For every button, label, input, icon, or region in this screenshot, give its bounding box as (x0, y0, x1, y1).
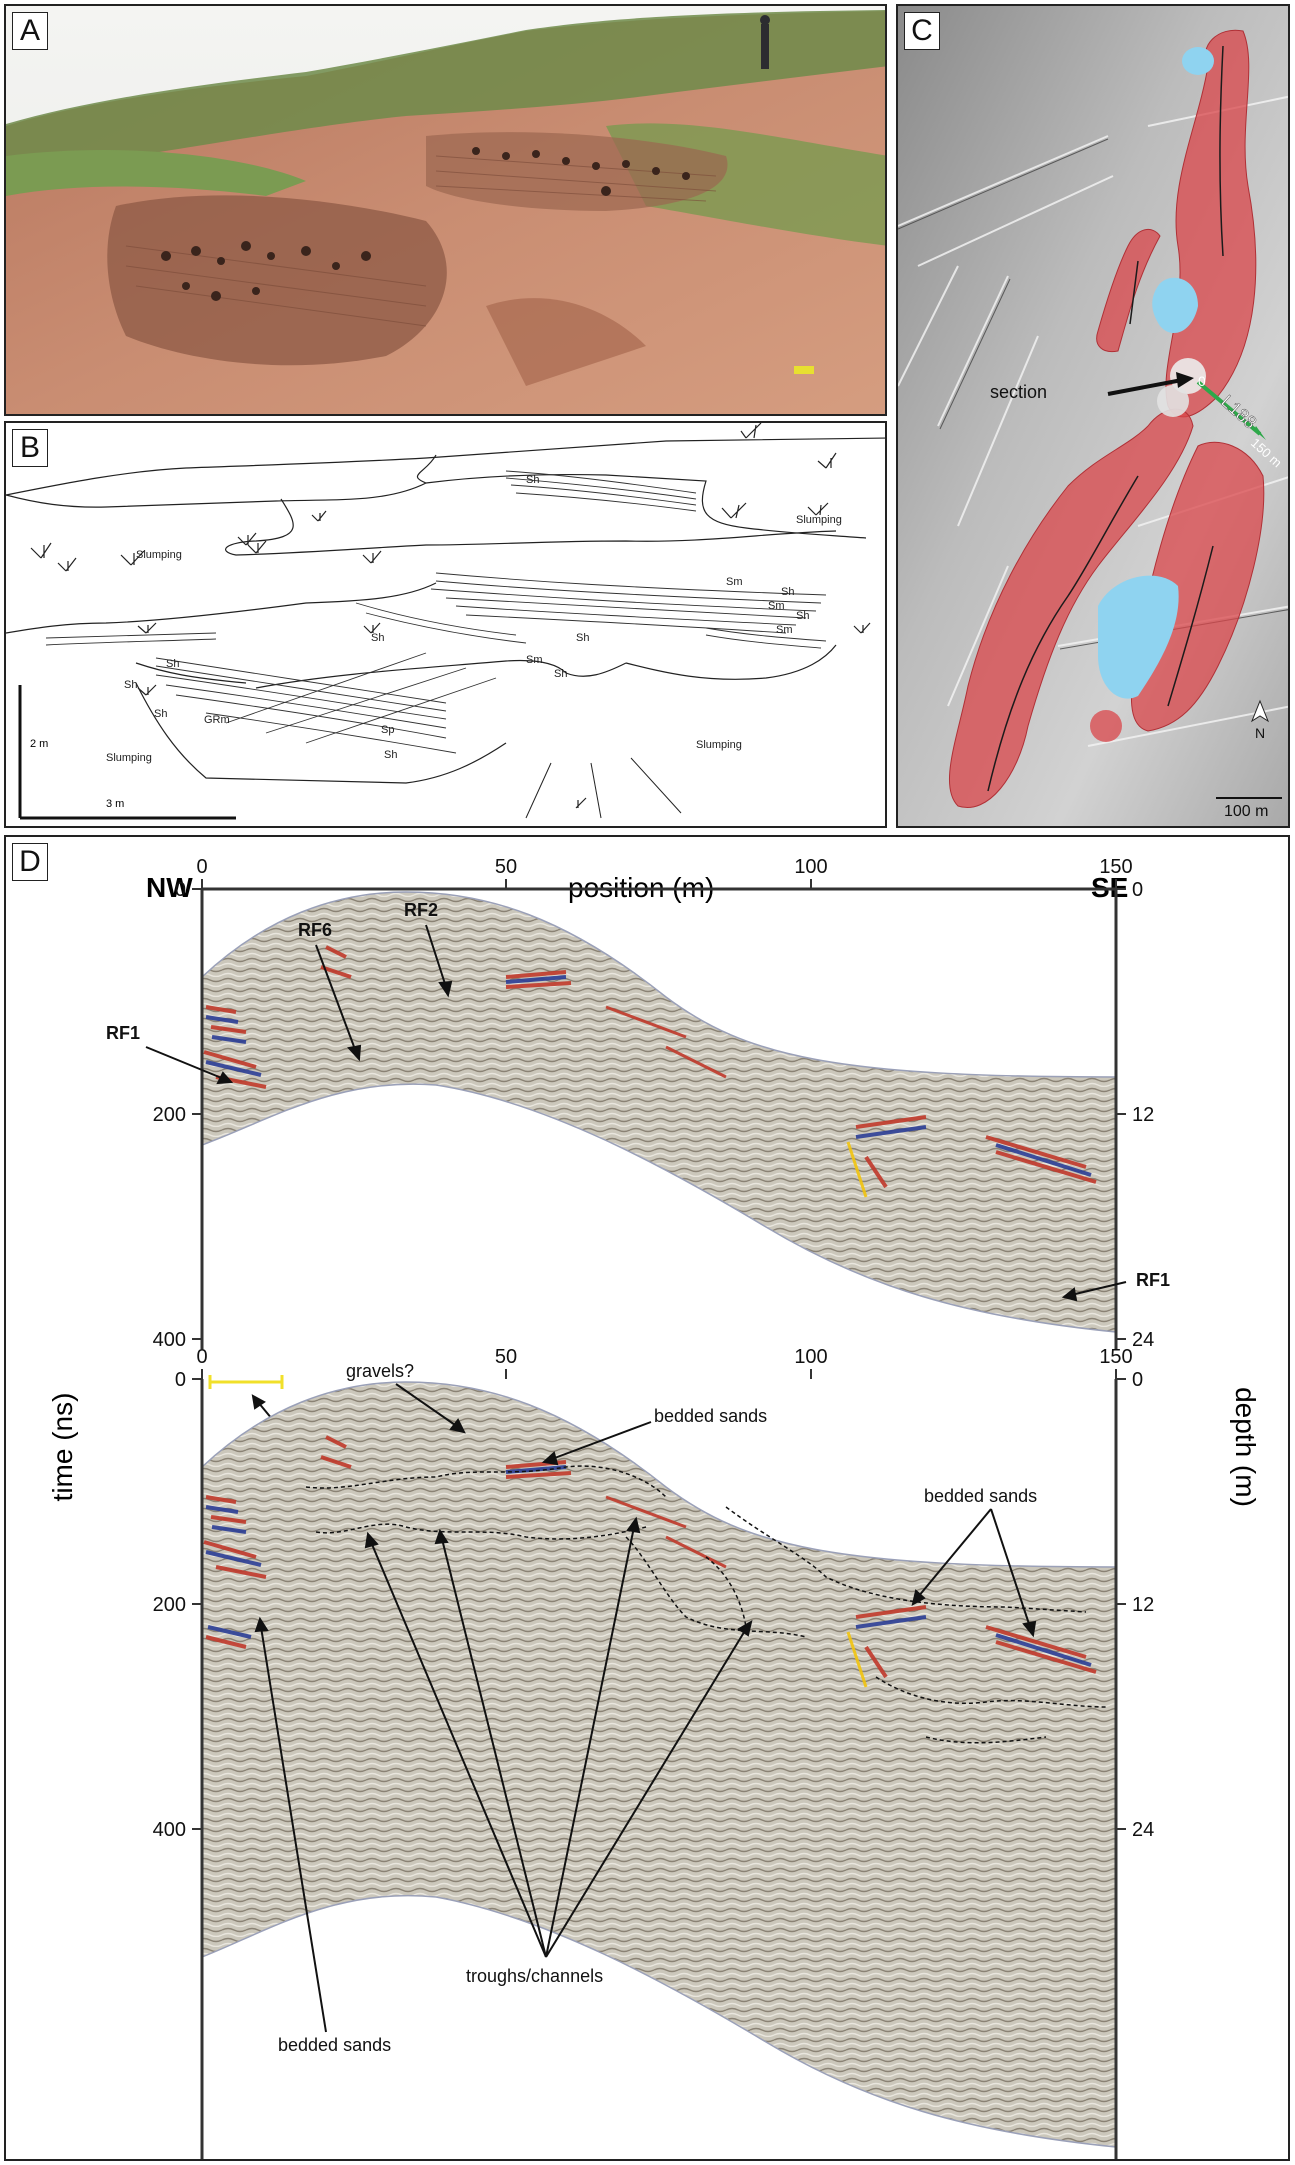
x-tick: 150 (1099, 1346, 1132, 1368)
time-tick: 200 (153, 1104, 186, 1126)
facies-label: Sh (371, 632, 384, 644)
bedded-sands-label: bedded sands (278, 2035, 391, 2055)
panel-c-map: C (896, 4, 1290, 828)
panel-b-label: B (12, 429, 48, 467)
ridge-polygon (948, 408, 1194, 808)
panel-d-label: D (12, 843, 48, 881)
top-frame (200, 887, 1118, 1349)
facies-label: GRm (204, 714, 230, 726)
facies-label: Sm (726, 576, 743, 588)
panel-b-sketch: B (4, 421, 887, 828)
water-bodies (1098, 47, 1214, 699)
x-tick: 150 (1099, 856, 1132, 878)
x-tick: 100 (794, 856, 827, 878)
svg-text:N: N (1255, 725, 1265, 741)
rf1-right-label: RF1 (1136, 1270, 1170, 1290)
depth-tick: 0 (1132, 879, 1143, 901)
facies-label: Slumping (106, 752, 152, 764)
facies-label: Sh (781, 586, 794, 598)
lidar-map: section 0 L188 150 m N 100 m (898, 6, 1288, 826)
time-tick: 200 (153, 1594, 186, 1616)
ridge-polygon (1090, 710, 1122, 742)
facies-label: Slumping (136, 549, 182, 561)
map-scale-label: 100 m (1224, 803, 1268, 820)
depth-tick: 0 (1132, 1369, 1143, 1391)
ridge-crestlines (987, 45, 1224, 792)
bedded-sands-label: bedded sands (654, 1406, 767, 1426)
panel-d-gpr: D NW SE position (m) time (ns) depth (m) (4, 835, 1290, 2161)
facies-label: Sh (554, 668, 567, 680)
time-tick: 0 (175, 879, 186, 901)
facies-label: Sm (526, 654, 543, 666)
facies-label: Slumping (796, 514, 842, 526)
facies-label: Sh (576, 632, 589, 644)
x-tick: 0 (196, 856, 207, 878)
rf6-label: RF6 (298, 920, 332, 940)
profile-start-label: 0 (1198, 373, 1206, 389)
nw-label: NW (146, 872, 193, 903)
panel-a-photo: A (4, 4, 887, 416)
time-tick: 0 (175, 1369, 186, 1391)
facies-label: Sh (526, 474, 539, 486)
bedded-sands-label: bedded sands (924, 1486, 1037, 1506)
gpr-profile-top (201, 891, 1117, 1333)
facies-label: Sm (776, 624, 793, 636)
depth-tick: 24 (1132, 1329, 1154, 1351)
x-tick: 50 (495, 856, 517, 878)
facies-label: Sh (124, 679, 137, 691)
rf2-label: RF2 (404, 900, 438, 920)
facies-label: Sm (768, 600, 785, 612)
scale-bars (18, 685, 236, 820)
depth-tick: 24 (1132, 1819, 1154, 1841)
x-tick: 50 (495, 1346, 517, 1368)
gpr-figure: NW SE position (m) time (ns) depth (m) (47, 856, 1261, 2159)
depth-tick: 12 (1132, 1104, 1154, 1126)
section-arrow (1107, 378, 1183, 396)
troughs-label: troughs/channels (466, 1966, 603, 1986)
outcrop-photo (6, 6, 885, 414)
facies-label: Sp (381, 724, 394, 736)
facies-label: Slumping (696, 739, 742, 751)
facies-label: Sh (384, 749, 397, 761)
ridge-polygon (1096, 228, 1161, 353)
panel-a-label: A (12, 12, 48, 50)
sedimentary-log-drawing: Sh Slumping Slumping Sm Sh Sm Sh Sm Sh S… (6, 423, 885, 820)
rf1-left-label: RF1 (106, 1023, 140, 1043)
facies-label: Sh (154, 708, 167, 720)
x-tick: 100 (794, 1346, 827, 1368)
panel-c-label: C (904, 12, 940, 50)
facies-label: Sh (796, 610, 809, 622)
scale-horizontal-label: 3 m (106, 798, 124, 810)
depth-tick: 12 (1132, 1594, 1154, 1616)
time-tick: 400 (153, 1329, 186, 1351)
gravels-label: gravels? (346, 1361, 414, 1381)
bottom-frame (200, 1379, 1118, 2159)
depth-axis-title: depth (m) (1230, 1387, 1261, 1507)
section-label: section (990, 382, 1047, 402)
gpr-profile-line (1196, 380, 1262, 436)
scale-vertical-label: 2 m (30, 738, 48, 750)
time-tick: 400 (153, 1819, 186, 1841)
x-tick: 0 (196, 1346, 207, 1368)
facies-label: Sh (166, 658, 179, 670)
time-axis-title: time (ns) (47, 1393, 78, 1502)
north-arrow-icon: N (1250, 699, 1270, 741)
